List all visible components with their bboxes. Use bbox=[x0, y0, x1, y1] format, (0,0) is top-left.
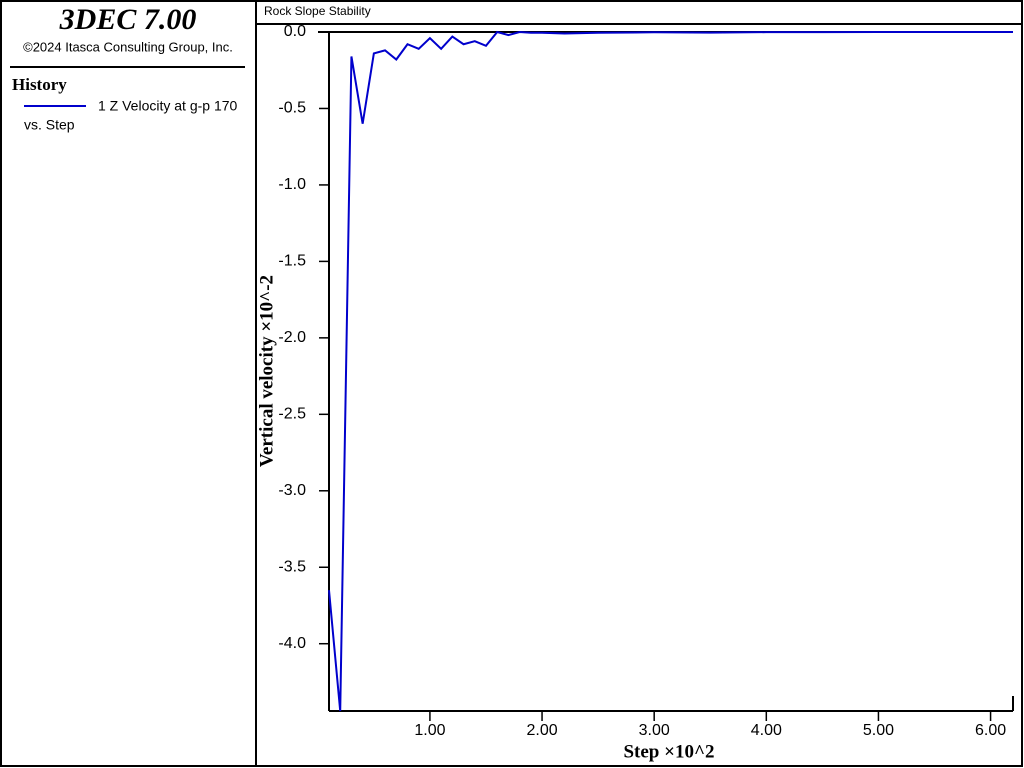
y-axis-label: Vertical velocity ×10^-2 bbox=[256, 275, 277, 467]
x-axis-label: Step ×10^2 bbox=[623, 741, 714, 762]
x-tick-label: 5.00 bbox=[863, 722, 894, 739]
y-tick-label: -3.0 bbox=[278, 482, 306, 499]
y-tick-label: -2.0 bbox=[278, 329, 306, 346]
data-line bbox=[328, 30, 1013, 712]
copyright: ©2024 Itasca Consulting Group, Inc. bbox=[23, 39, 233, 54]
y-tick-label: -4.0 bbox=[278, 635, 306, 652]
x-tick-label: 4.00 bbox=[751, 722, 782, 739]
x-tick-label: 6.00 bbox=[975, 722, 1006, 739]
y-tick-label: 0.0 bbox=[284, 23, 306, 40]
y-tick-label: -1.5 bbox=[278, 253, 306, 270]
y-tick-label: -2.5 bbox=[278, 406, 306, 423]
x-tick-label: 1.00 bbox=[414, 722, 445, 739]
chart-title: Rock Slope Stability bbox=[264, 4, 371, 18]
legend-label: 1 Z Velocity at g-p 170 bbox=[98, 98, 238, 114]
x-tick-label: 2.00 bbox=[526, 722, 557, 739]
y-tick-label: -3.5 bbox=[278, 558, 306, 575]
y-tick-label: -1.0 bbox=[278, 176, 306, 193]
legend-heading: History bbox=[12, 75, 67, 94]
y-tick-label: -0.5 bbox=[278, 100, 306, 117]
app-title: 3DEC 7.00 bbox=[59, 3, 197, 36]
x-tick-label: 3.00 bbox=[639, 722, 670, 739]
vs-label: vs. Step bbox=[24, 117, 75, 133]
